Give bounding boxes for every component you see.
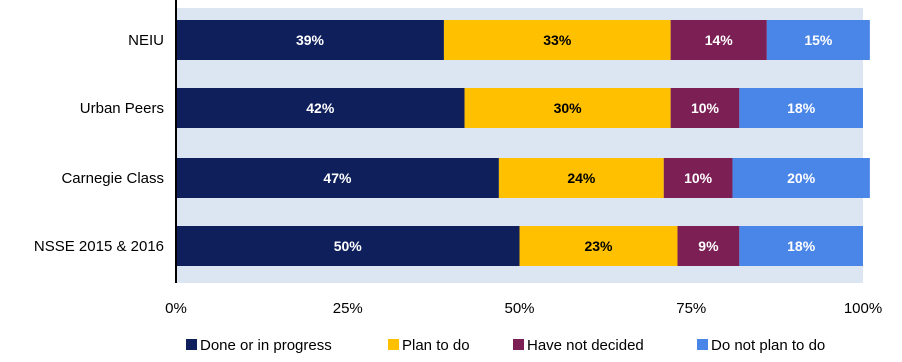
legend-swatch xyxy=(186,339,197,350)
legend-label: Do not plan to do xyxy=(711,337,825,354)
data-label: 14% xyxy=(705,32,734,48)
bar-segment xyxy=(176,88,465,128)
data-label: 39% xyxy=(296,32,325,48)
bar-segment xyxy=(176,20,444,60)
legend-label: Plan to do xyxy=(402,337,470,354)
data-label: 50% xyxy=(334,238,363,254)
bar-segment xyxy=(498,158,664,198)
x-tick-label: 25% xyxy=(333,300,363,317)
bar-segment xyxy=(443,20,671,60)
bar-segment xyxy=(663,158,733,198)
x-tick-label: 100% xyxy=(844,300,882,317)
data-label: 18% xyxy=(787,100,816,116)
legend-swatch xyxy=(388,339,399,350)
bar-segment xyxy=(670,20,767,60)
bar-segment xyxy=(176,226,520,266)
data-label: 30% xyxy=(554,100,583,116)
bar-segment xyxy=(739,226,863,266)
data-label: 33% xyxy=(543,32,572,48)
data-label: 10% xyxy=(691,100,720,116)
bar-segment xyxy=(670,88,740,128)
category-label: NEIU xyxy=(128,32,164,49)
data-label: 20% xyxy=(787,170,816,186)
legend-label: Have not decided xyxy=(527,337,644,354)
data-label: 47% xyxy=(323,170,352,186)
legend-swatch xyxy=(697,339,708,350)
data-label: 42% xyxy=(306,100,335,116)
category-label: Carnegie Class xyxy=(61,170,164,187)
bar-segment xyxy=(519,226,678,266)
data-label: 24% xyxy=(567,170,596,186)
bar-segment xyxy=(677,226,740,266)
x-tick-label: 50% xyxy=(504,300,534,317)
data-label: 15% xyxy=(804,32,833,48)
bar-segment xyxy=(732,158,870,198)
data-label: 18% xyxy=(787,238,816,254)
x-tick-label: 75% xyxy=(676,300,706,317)
legend-label: Done or in progress xyxy=(200,337,332,354)
data-label: 10% xyxy=(684,170,713,186)
data-label: 23% xyxy=(584,238,613,254)
category-label: Urban Peers xyxy=(80,100,164,117)
bar-segment xyxy=(176,158,499,198)
bar-segment xyxy=(766,20,870,60)
data-label: 9% xyxy=(698,238,719,254)
legend-swatch xyxy=(513,339,524,350)
category-label: NSSE 2015 & 2016 xyxy=(34,238,164,255)
bar-segment xyxy=(464,88,671,128)
x-tick-label: 0% xyxy=(165,300,187,317)
bar-segment xyxy=(739,88,863,128)
